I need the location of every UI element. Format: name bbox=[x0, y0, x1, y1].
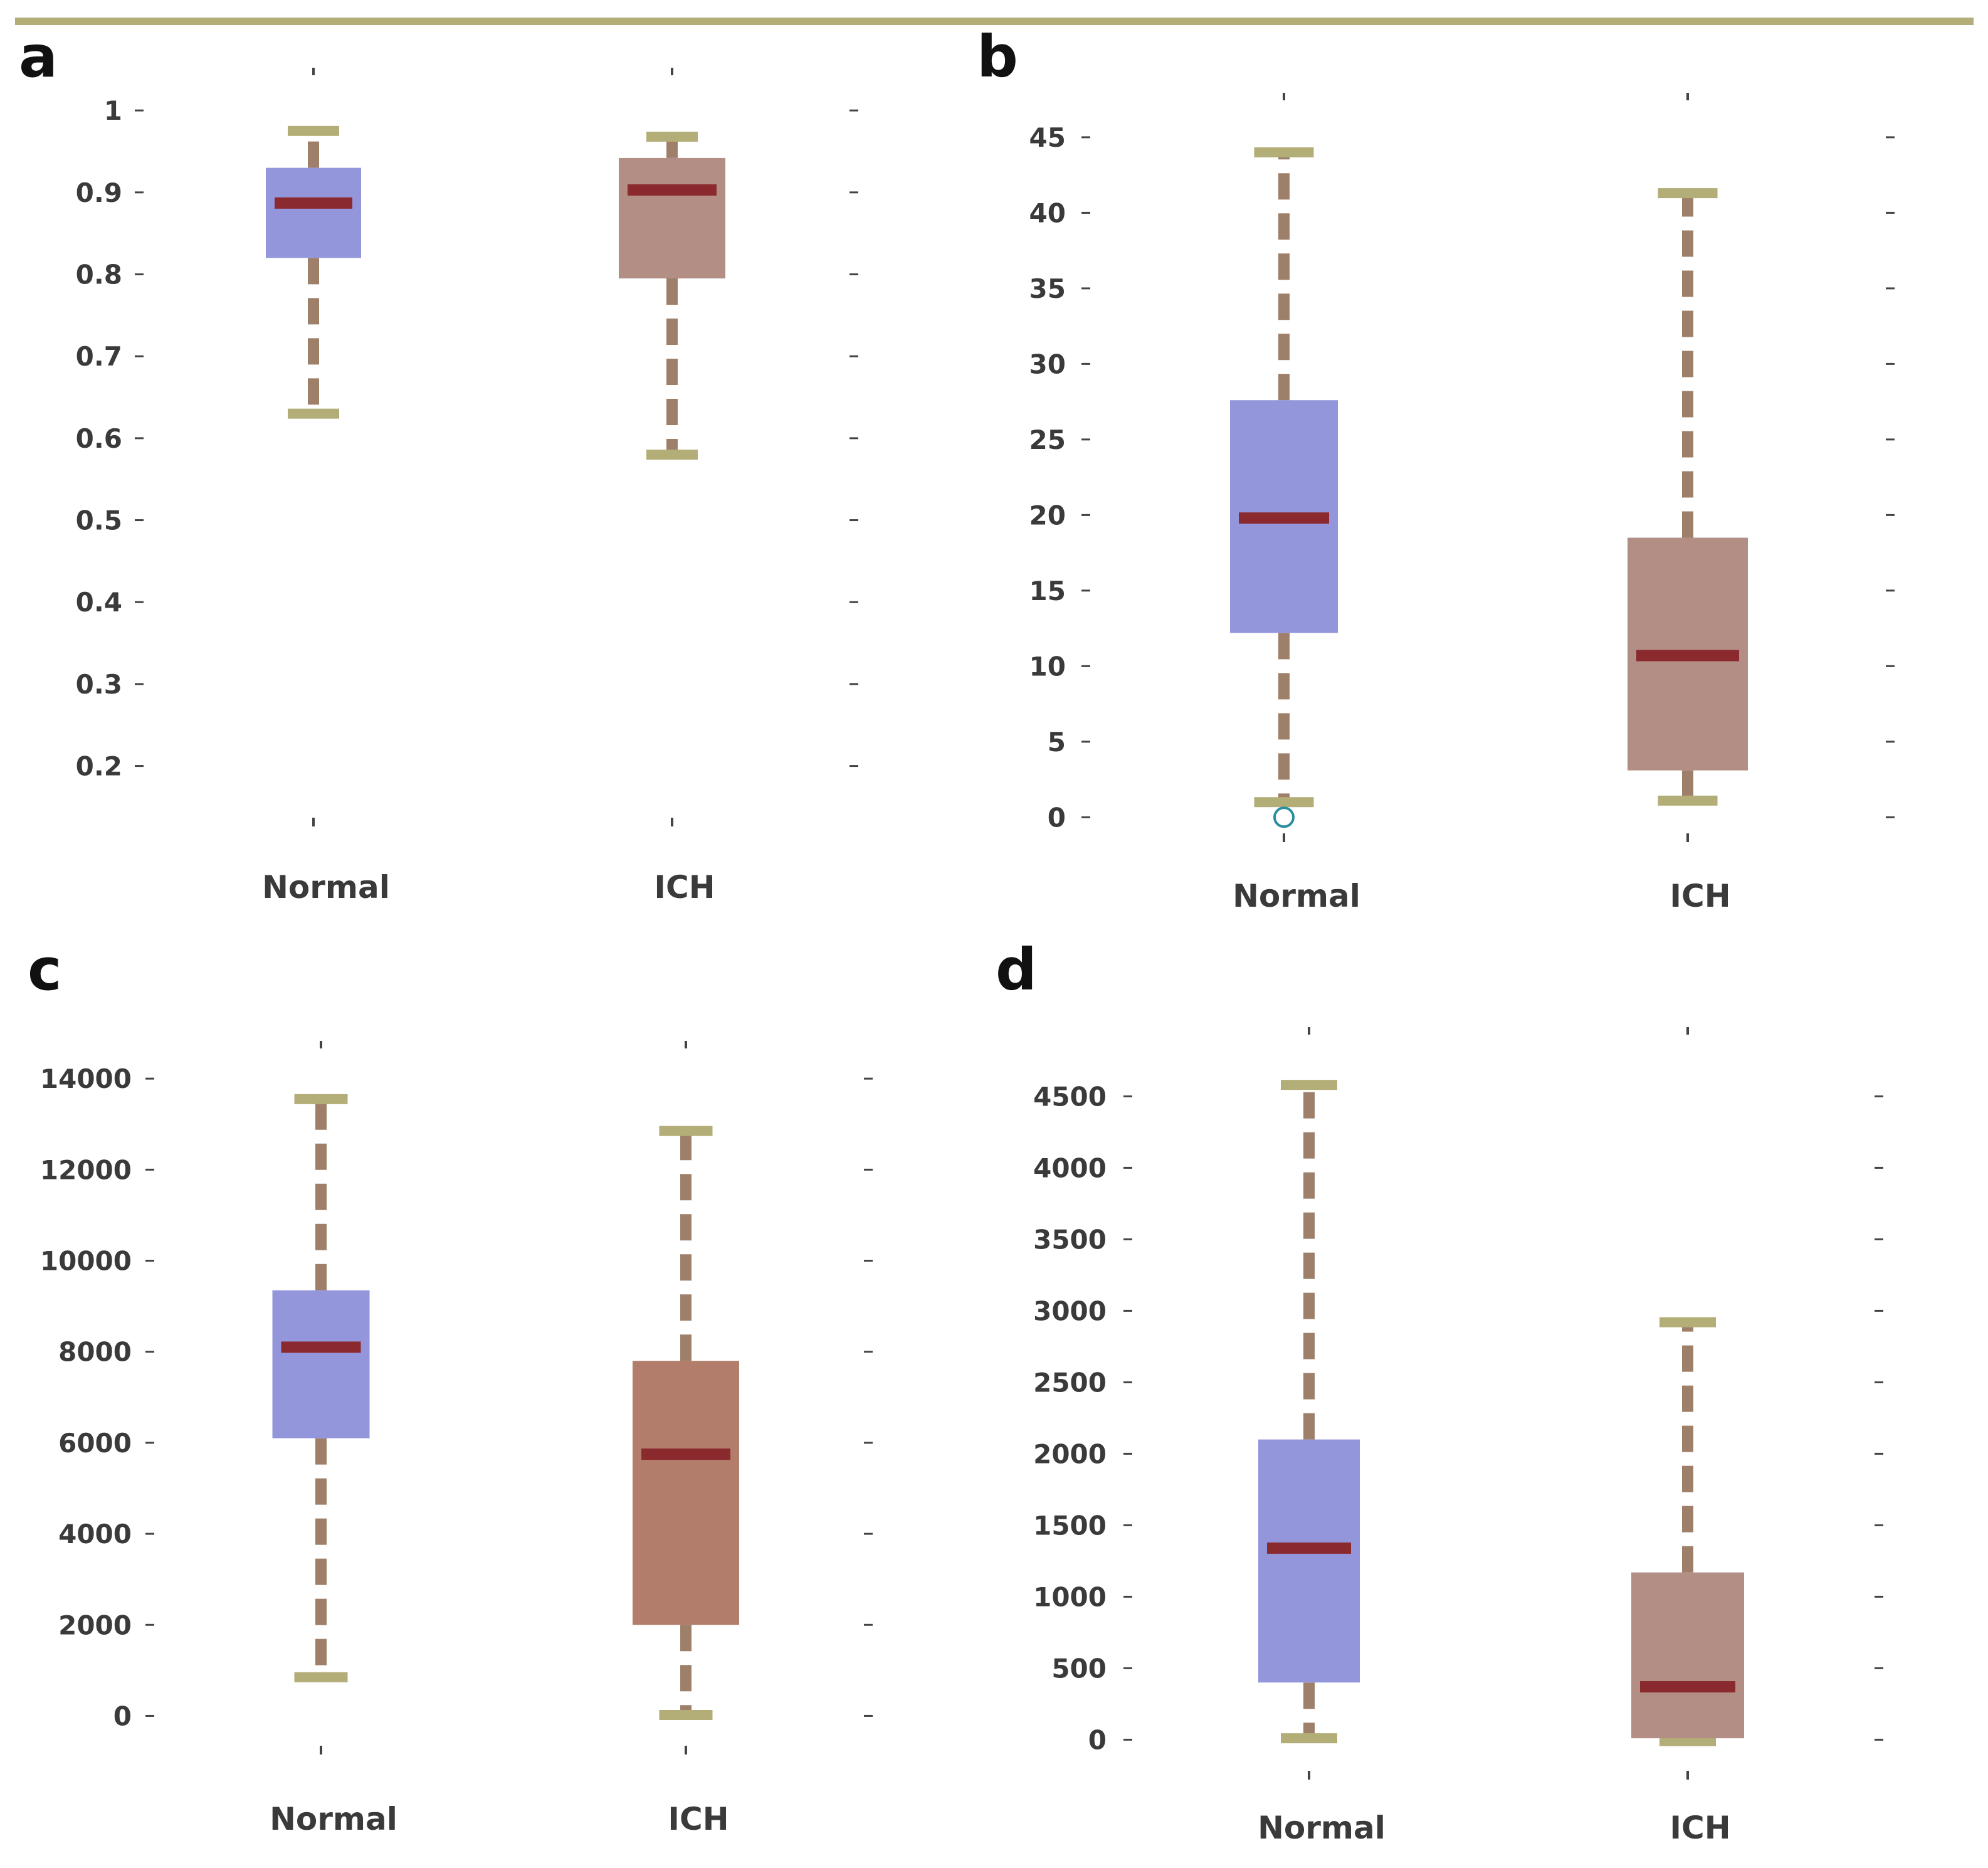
y-tick-label: 5 bbox=[1048, 727, 1066, 757]
panel-d: d 0 500 1000 1500 2000 2500 3000 3500 4000 4500 Nor… bbox=[996, 936, 1883, 1846]
y-tick-label: 2000 bbox=[58, 1610, 132, 1640]
normal-median bbox=[281, 1341, 361, 1353]
y-tick-label: 1000 bbox=[1033, 1581, 1107, 1612]
ich-min-cap bbox=[646, 450, 698, 460]
ich-max-cap bbox=[646, 131, 698, 142]
y-tick-label: 0.9 bbox=[76, 177, 122, 208]
category-label-normal: Normal bbox=[270, 1801, 397, 1837]
ich-max-cap bbox=[1658, 188, 1718, 199]
ich-median bbox=[1636, 650, 1739, 662]
ich-box bbox=[1631, 1572, 1744, 1739]
y-tick-label: 25 bbox=[1029, 425, 1066, 455]
normal-median bbox=[1239, 512, 1329, 524]
ich-median bbox=[1640, 1681, 1735, 1693]
panel-letter-a: a bbox=[19, 23, 58, 90]
panel-letter-d: d bbox=[996, 936, 1037, 1003]
y-tick-label: 20 bbox=[1029, 500, 1066, 530]
y-tick-label: 0.4 bbox=[76, 587, 122, 618]
y-tick-label: 1 bbox=[104, 95, 122, 126]
category-label-normal: Normal bbox=[262, 869, 390, 905]
normal-max-cap bbox=[294, 1094, 348, 1104]
normal-box bbox=[272, 1290, 370, 1438]
y-tick-label: 0 bbox=[1088, 1724, 1107, 1755]
y-tick-label: 0.8 bbox=[76, 260, 122, 290]
category-label-ich: ICH bbox=[668, 1801, 728, 1837]
y-tick-label: 8000 bbox=[58, 1337, 132, 1368]
panel-a: a 0.2 0.3 0.4 0.5 0.6 0.7 0.8 0.9 1 Normal ICH bbox=[19, 23, 858, 905]
y-tick-label: 10 bbox=[1029, 651, 1066, 682]
y-tick-label: 0.2 bbox=[76, 751, 122, 782]
panel-letter-c: c bbox=[28, 936, 62, 1003]
ich-median bbox=[641, 1448, 730, 1460]
y-tick-label: 12000 bbox=[40, 1154, 132, 1185]
panel-c: c 0 2000 4000 6000 8000 10000 12000 14000 Normal I… bbox=[28, 936, 873, 1837]
category-label-normal: Normal bbox=[1258, 1810, 1386, 1846]
y-tick-label: 45 bbox=[1029, 122, 1066, 153]
y-tick-label: 0.6 bbox=[76, 423, 122, 454]
top-rule bbox=[15, 18, 1974, 25]
y-tick-label: 4500 bbox=[1033, 1081, 1107, 1112]
y-tick-label: 4000 bbox=[1033, 1153, 1107, 1183]
y-tick-label: 1500 bbox=[1033, 1510, 1107, 1541]
category-label-ich: ICH bbox=[1670, 1810, 1730, 1846]
normal-min-cap bbox=[288, 408, 339, 419]
normal-box bbox=[266, 167, 361, 258]
y-tick-label: 35 bbox=[1029, 273, 1066, 304]
y-tick-label: 30 bbox=[1029, 349, 1066, 379]
ich-min-cap bbox=[659, 1709, 713, 1720]
normal-outlier bbox=[1273, 806, 1295, 828]
y-tick-label: 0.5 bbox=[76, 505, 122, 536]
normal-max-cap bbox=[288, 125, 339, 136]
category-label-normal: Normal bbox=[1233, 878, 1360, 914]
y-tick-label: 0 bbox=[1048, 802, 1066, 833]
y-tick-label: 2000 bbox=[1033, 1438, 1107, 1469]
y-tick-label: 0 bbox=[113, 1701, 132, 1731]
ich-max-cap bbox=[659, 1126, 713, 1136]
ich-max-cap bbox=[1659, 1317, 1716, 1327]
y-tick-label: 6000 bbox=[58, 1428, 132, 1459]
normal-min-cap bbox=[1281, 1733, 1337, 1744]
normal-max-cap bbox=[1281, 1080, 1337, 1090]
normal-max-cap bbox=[1254, 147, 1314, 158]
y-tick-label: 3500 bbox=[1033, 1224, 1107, 1255]
panel-letter-b: b bbox=[977, 23, 1018, 90]
y-tick-label: 4000 bbox=[58, 1519, 132, 1549]
normal-min-cap bbox=[1254, 797, 1314, 808]
ich-min-cap bbox=[1659, 1736, 1716, 1746]
y-tick-label: 14000 bbox=[40, 1063, 132, 1094]
ich-box bbox=[633, 1361, 739, 1625]
normal-median bbox=[275, 197, 352, 209]
ich-median bbox=[628, 184, 717, 196]
normal-min-cap bbox=[294, 1672, 348, 1682]
y-tick-label: 0.3 bbox=[76, 669, 122, 700]
y-tick-label: 15 bbox=[1029, 576, 1066, 606]
ich-min-cap bbox=[1658, 795, 1718, 806]
category-label-ich: ICH bbox=[1670, 878, 1730, 914]
y-tick-label: 500 bbox=[1051, 1653, 1107, 1684]
y-tick-label: 10000 bbox=[40, 1246, 132, 1277]
y-tick-label: 3000 bbox=[1033, 1295, 1107, 1326]
panel-b: b 0 5 10 15 20 25 30 35 40 45 Normal ICH bbox=[977, 23, 1895, 914]
ich-box bbox=[619, 157, 725, 279]
normal-box bbox=[1258, 1439, 1360, 1683]
y-tick-label: 2500 bbox=[1033, 1367, 1107, 1398]
y-tick-label: 0.7 bbox=[76, 341, 122, 372]
category-label-ich: ICH bbox=[654, 869, 715, 905]
normal-median bbox=[1267, 1542, 1351, 1554]
y-tick-label: 40 bbox=[1029, 198, 1066, 228]
